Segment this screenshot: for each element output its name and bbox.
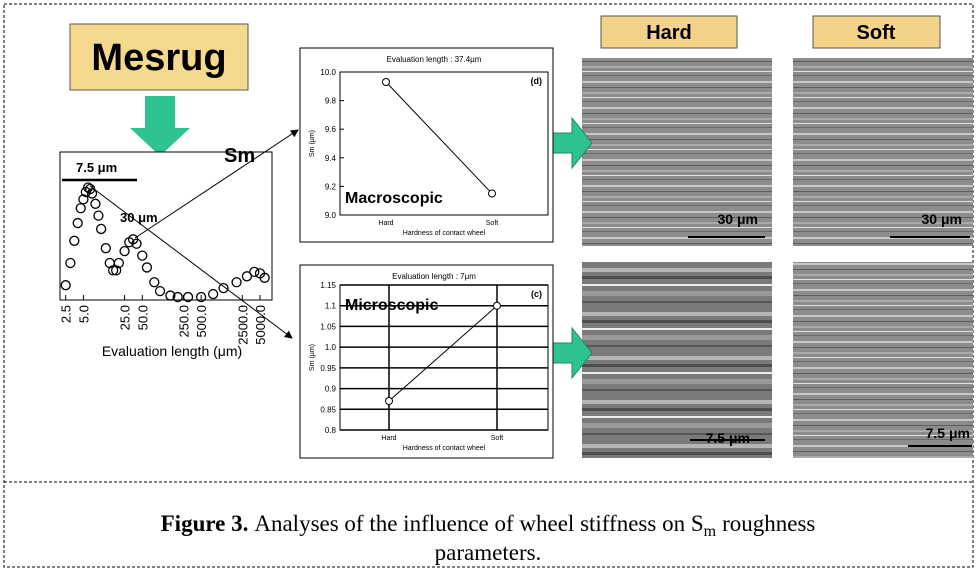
x-tick-label: 2.5 (59, 305, 74, 323)
annotation: Macroscopic (345, 190, 443, 207)
caption-label: Figure 3. (161, 511, 249, 536)
x-tick-label: 50.0 (135, 305, 150, 330)
chart-frame (300, 48, 553, 242)
chart-title: Evaluation length : 7μm (392, 272, 476, 281)
x-tick-label: Soft (491, 435, 504, 442)
y-tick-label: 1.1 (325, 302, 337, 311)
point (494, 302, 501, 309)
caption-text: Analyses of the influence of wheel stiff… (254, 511, 703, 536)
annotation: Microscopic (345, 297, 438, 314)
x-axis-label: Evaluation length (μm) (102, 343, 242, 359)
x-tick-label: 500.0 (194, 305, 209, 338)
title: Mesrug (91, 37, 226, 79)
y-tick-label: 9.4 (325, 154, 337, 163)
caption-line: parameters. (435, 540, 542, 565)
down-arrow (130, 96, 190, 156)
y-axis-label: Sm (μm) (309, 130, 316, 157)
scale-label: 30 μm (922, 211, 962, 227)
sem-image (582, 262, 772, 458)
y-tick-label: 9.0 (325, 211, 337, 220)
caption-text: roughness (722, 511, 815, 536)
x-tick-label: 5000.0 (253, 305, 268, 345)
caption: Figure 3.Analyses of the influence of wh… (161, 511, 816, 540)
hard-label: Hard (646, 22, 692, 44)
y-tick-label: 0.95 (320, 364, 336, 373)
x-tick-label: Hard (378, 220, 393, 227)
panel-label: (c) (531, 289, 542, 299)
x-tick-label: 25.0 (118, 305, 133, 330)
y-tick-label: 1.15 (320, 281, 336, 290)
figure: Mesrug Hard Soft 30 μm 30 μm 7.5 μm 7.5 … (0, 0, 977, 574)
soft-label: Soft (857, 22, 896, 44)
x-tick-label: Hard (381, 435, 396, 442)
panel-label: (d) (531, 76, 543, 86)
y-tick-label: 1.05 (320, 322, 336, 331)
annotation: 7.5 μm (76, 160, 117, 175)
scale-label: 30 μm (718, 211, 758, 227)
x-axis-label: Hardness of contact wheel (403, 445, 486, 452)
x-tick-label: Soft (486, 220, 499, 227)
y-tick-label: 0.8 (325, 426, 337, 435)
y-tick-label: 0.85 (320, 405, 336, 414)
chart-title: Evaluation length : 37.4μm (387, 55, 482, 64)
x-tick-label: 250.0 (176, 305, 191, 338)
y-tick-label: 9.6 (325, 125, 337, 134)
point (383, 79, 390, 86)
scale-label: 7.5 μm (926, 425, 970, 441)
chart-frame (300, 265, 553, 458)
annotation: Sm (224, 145, 255, 167)
x-axis-label: Hardness of contact wheel (403, 230, 486, 237)
point (386, 398, 393, 405)
x-tick-label: 5.0 (76, 305, 91, 323)
y-tick-label: 9.8 (325, 97, 337, 106)
y-tick-label: 1.0 (325, 343, 337, 352)
y-tick-label: 0.9 (325, 385, 337, 394)
y-axis-label: Sm (μm) (309, 344, 316, 371)
x-tick-label: 2500.0 (235, 305, 250, 345)
caption-sub: m (704, 523, 717, 540)
y-tick-label: 10.0 (320, 68, 336, 77)
y-tick-label: 9.2 (325, 182, 337, 191)
point (489, 190, 496, 197)
scale-label: 7.5 μm (706, 430, 750, 446)
